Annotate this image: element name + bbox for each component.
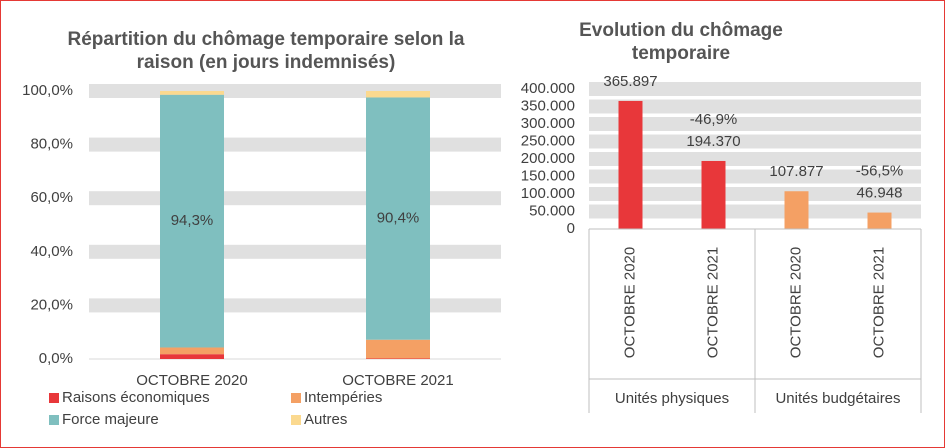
y-tick-label: 150.000	[521, 167, 575, 184]
grid-band	[589, 82, 921, 96]
grid-band	[589, 99, 921, 114]
data-label: 107.877	[769, 163, 823, 180]
data-label: 194.370	[686, 133, 740, 150]
annotation: -46,9%	[690, 111, 738, 128]
data-label: 90,4%	[377, 210, 420, 227]
y-tick-label: 100,0%	[22, 82, 73, 99]
y-tick-label: 0,0%	[39, 350, 73, 367]
x-tick-label: OCTOBRE 2021	[342, 372, 453, 389]
y-tick-label: 20,0%	[30, 296, 73, 313]
legend-label: Autres	[304, 411, 347, 428]
bar-segment	[366, 91, 430, 98]
bar-segment	[366, 339, 430, 359]
legend-label: Intempéries	[304, 389, 382, 406]
bar-segment	[160, 347, 224, 355]
y-tick-label: 0	[567, 220, 575, 237]
data-label: 46.948	[857, 185, 903, 202]
bar-segment	[160, 91, 224, 95]
grid-band	[89, 137, 501, 152]
grid-band	[589, 187, 921, 201]
x-tick-label: OCTOBRE 2021	[704, 247, 721, 358]
bar-segment	[366, 97, 430, 340]
x-tick-label: OCTOBRE 2021	[870, 247, 887, 358]
legend-label: Raisons économiques	[62, 389, 210, 406]
grid-band	[89, 191, 501, 206]
x-tick-label: OCTOBRE 2020	[621, 247, 638, 358]
bar-segment	[160, 94, 224, 348]
group-label: Unités budgétaires	[775, 390, 900, 407]
annotation: -56,5%	[856, 163, 904, 180]
y-tick-label: 40,0%	[30, 243, 73, 260]
y-tick-label: 100.000	[521, 185, 575, 202]
y-tick-label: 350.000	[521, 97, 575, 114]
y-tick-label: 400.000	[521, 80, 575, 97]
data-label: 94,3%	[171, 212, 214, 229]
x-tick-label: OCTOBRE 2020	[136, 372, 247, 389]
bar	[701, 160, 726, 229]
bar	[784, 191, 809, 229]
y-tick-label: 250.000	[521, 132, 575, 149]
y-tick-label: 200.000	[521, 150, 575, 167]
y-tick-label: 80,0%	[30, 136, 73, 153]
grid-band	[589, 117, 921, 131]
y-tick-label: 300.000	[521, 115, 575, 132]
grid-band	[589, 152, 921, 166]
y-tick-label: 60,0%	[30, 189, 73, 206]
grid-band	[589, 169, 921, 184]
grid-band	[89, 244, 501, 259]
grid-band	[89, 298, 501, 313]
data-label: 365.897	[603, 73, 657, 90]
legend-swatch	[49, 415, 59, 425]
bar-segment	[160, 354, 224, 359]
y-tick-label: 50.000	[529, 202, 575, 219]
bar	[618, 100, 643, 229]
chart-title: Répartition du chômage temporaire selon …	[67, 29, 465, 73]
legend-swatch	[49, 393, 59, 403]
x-tick-label: OCTOBRE 2020	[787, 247, 804, 358]
bar	[867, 212, 892, 229]
bar-segment	[366, 358, 430, 359]
grid-band	[589, 134, 921, 149]
legend-swatch	[291, 393, 301, 403]
group-label: Unités physiques	[615, 390, 729, 407]
legend-swatch	[291, 415, 301, 425]
grid-band	[89, 84, 501, 98]
legend-label: Force majeure	[62, 411, 159, 428]
chart-title: Evolution du chômage temporaire	[579, 20, 783, 64]
grid-band	[589, 204, 921, 219]
